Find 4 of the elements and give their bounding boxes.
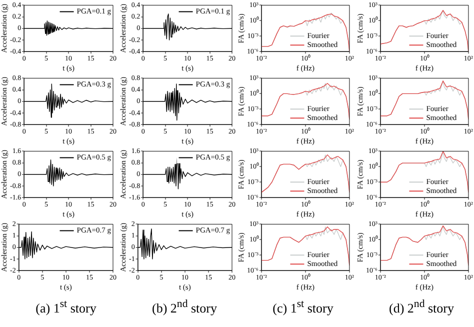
text: (d) 2$^{nd}$ story	[388, 297, 455, 316]
text: (c) 1$^{st}$ story	[272, 297, 334, 316]
text: (a) 1$^{st}$ story	[34, 297, 98, 316]
text: (b) 2$^{nd}$ story	[151, 297, 218, 316]
